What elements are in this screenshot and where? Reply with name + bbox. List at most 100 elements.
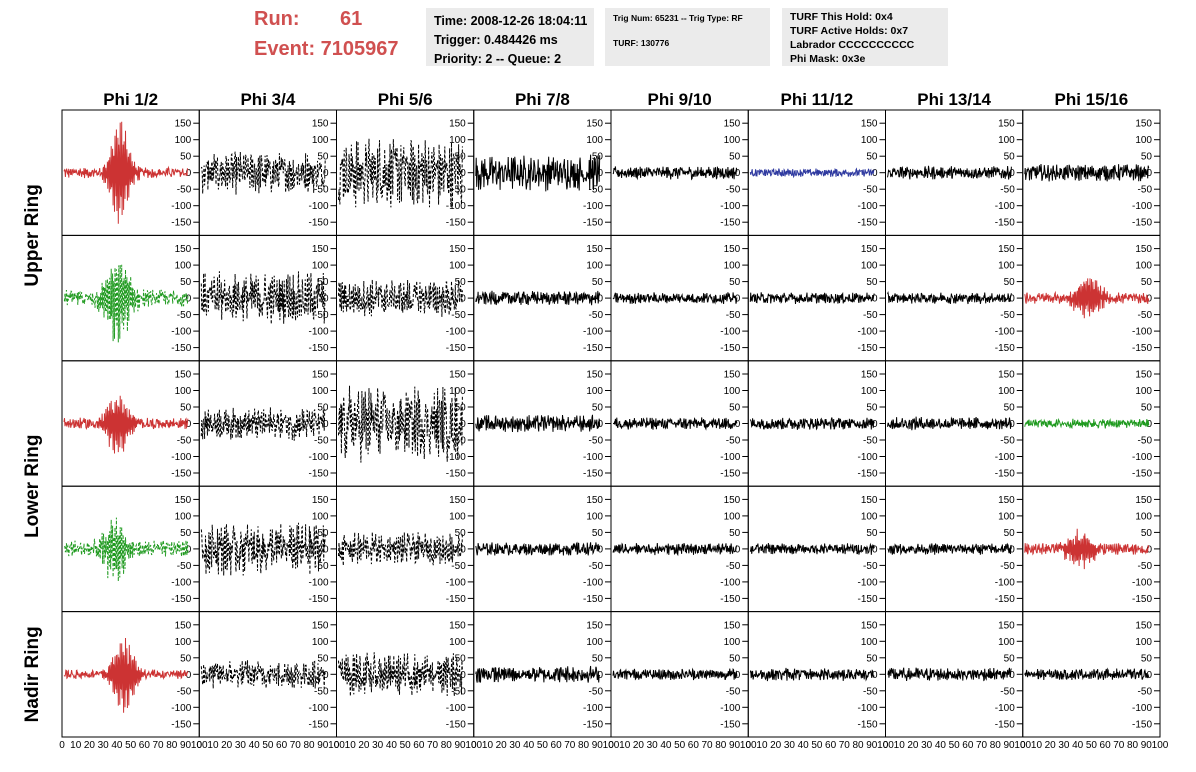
x-tick-label: 80 — [441, 740, 453, 751]
y-tick-label: -150 — [583, 594, 603, 605]
waveform-trace — [338, 652, 463, 697]
phi-mask-text: Phi Mask: 0x3e — [790, 53, 866, 65]
x-tick-label: 20 — [221, 740, 233, 751]
y-tick-label: 150 — [449, 244, 466, 255]
y-tick-label: -50 — [1138, 310, 1153, 321]
y-tick-label: 100 — [861, 135, 878, 146]
y-tick-label: 100 — [312, 637, 329, 648]
x-tick-label: 40 — [523, 740, 535, 751]
x-tick-label: 80 — [578, 740, 590, 751]
x-tick-label: 20 — [496, 740, 508, 751]
y-tick-label: 100 — [312, 511, 329, 522]
y-tick-label: -100 — [720, 703, 740, 714]
y-tick-label: 150 — [175, 495, 192, 506]
y-tick-label: -100 — [308, 703, 328, 714]
y-tick-label: 50 — [1141, 653, 1153, 664]
y-tick-label: 150 — [449, 119, 466, 130]
y-tick-label: -100 — [308, 577, 328, 588]
y-tick-label: -50 — [589, 686, 604, 697]
x-tick-label: 30 — [647, 740, 659, 751]
y-tick-label: -150 — [857, 594, 877, 605]
column-header: Phi 1/2 — [103, 90, 158, 109]
y-tick-label: -100 — [171, 452, 191, 463]
y-tick-label: -150 — [720, 218, 740, 229]
y-tick-label: 150 — [998, 620, 1015, 631]
y-tick-label: 150 — [724, 244, 741, 255]
row-label: Upper Ring — [22, 184, 43, 286]
x-tick-label: 50 — [674, 740, 686, 751]
x-tick-label: 30 — [235, 740, 247, 751]
x-tick-label: 20 — [770, 740, 782, 751]
waveform-trace — [749, 667, 875, 682]
x-tick-label: 90 — [1003, 740, 1015, 751]
y-tick-label: -100 — [583, 703, 603, 714]
x-tick-label: 90 — [866, 740, 878, 751]
y-tick-label: 0 — [872, 670, 878, 681]
x-tick-label: 60 — [413, 740, 425, 751]
y-tick-label: -100 — [446, 703, 466, 714]
y-tick-label: 50 — [455, 277, 467, 288]
y-tick-label: 150 — [998, 119, 1015, 130]
column-header: Phi 15/16 — [1055, 90, 1129, 109]
y-tick-label: -50 — [1000, 686, 1015, 697]
x-tick-label: 10 — [1031, 740, 1043, 751]
y-tick-label: -100 — [857, 577, 877, 588]
y-tick-label: -100 — [308, 327, 328, 338]
y-tick-label: 150 — [586, 620, 603, 631]
y-tick-label: -50 — [726, 185, 741, 196]
x-tick-label: 0 — [334, 740, 340, 751]
y-tick-label: 150 — [861, 620, 878, 631]
time-text: Time: 2008-12-26 18:04:11 — [434, 14, 588, 28]
x-tick-label: 40 — [386, 740, 398, 751]
y-tick-label: -100 — [720, 452, 740, 463]
waveform-trace — [63, 121, 189, 224]
y-tick-label: 0 — [460, 294, 466, 305]
x-tick-label: 50 — [262, 740, 274, 751]
x-tick-label: 80 — [990, 740, 1002, 751]
waveform-trace — [887, 290, 1012, 305]
x-tick-label: 40 — [660, 740, 672, 751]
y-tick-label: -50 — [451, 686, 466, 697]
y-tick-label: 150 — [175, 119, 192, 130]
y-tick-label: 150 — [175, 370, 192, 381]
y-tick-label: 100 — [312, 261, 329, 272]
y-tick-label: 0 — [872, 294, 878, 305]
y-tick-label: -50 — [451, 561, 466, 572]
x-tick-label: 30 — [509, 740, 521, 751]
y-tick-label: 50 — [317, 152, 329, 163]
x-tick-label: 20 — [1045, 740, 1057, 751]
y-tick-label: -150 — [446, 594, 466, 605]
x-tick-label: 90 — [592, 740, 604, 751]
y-tick-label: -100 — [171, 577, 191, 588]
y-tick-label: 50 — [866, 528, 878, 539]
x-tick-label: 70 — [564, 740, 576, 751]
waveform-trace — [612, 667, 738, 681]
y-tick-label: -150 — [171, 218, 191, 229]
y-tick-label: 100 — [586, 135, 603, 146]
x-tick-label: 10 — [70, 740, 82, 751]
y-tick-label: -150 — [308, 594, 328, 605]
y-tick-label: 0 — [1009, 419, 1015, 430]
y-tick-label: -50 — [314, 436, 329, 447]
x-tick-label: 70 — [153, 740, 165, 751]
waveform-trace — [338, 531, 463, 566]
x-tick-label: 60 — [1100, 740, 1112, 751]
waveform-trace — [1024, 278, 1150, 319]
y-tick-label: 100 — [998, 637, 1015, 648]
x-tick-label: 100 — [877, 740, 894, 751]
y-tick-label: 100 — [586, 511, 603, 522]
x-tick-label: 70 — [702, 740, 714, 751]
y-tick-label: 150 — [449, 495, 466, 506]
y-tick-label: -100 — [995, 703, 1015, 714]
y-tick-label: 0 — [323, 419, 329, 430]
x-tick-label: 90 — [729, 740, 741, 751]
y-tick-label: 50 — [1004, 277, 1016, 288]
x-tick-label: 60 — [551, 740, 563, 751]
y-tick-label: -100 — [720, 327, 740, 338]
y-tick-label: 0 — [597, 544, 603, 555]
y-tick-label: -150 — [1132, 469, 1152, 480]
y-tick-label: 0 — [597, 670, 603, 681]
x-tick-label: 0 — [1020, 740, 1026, 751]
x-tick-label: 40 — [1072, 740, 1084, 751]
waveform-trace — [1024, 417, 1150, 430]
